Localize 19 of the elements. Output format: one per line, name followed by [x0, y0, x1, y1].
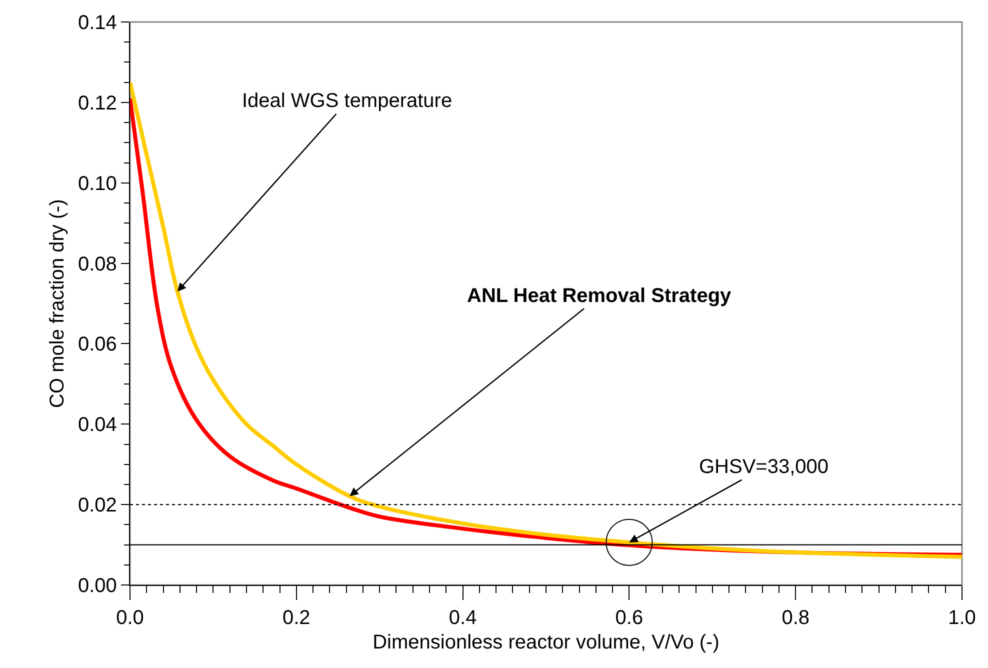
y-tick-label: 0.00 — [78, 575, 117, 597]
y-tick-label: 0.14 — [78, 12, 117, 34]
x-tick-label: 0.0 — [116, 607, 144, 630]
y-tick-label: 0.06 — [78, 334, 117, 356]
annotation: ANL Heat Removal Strategy — [467, 285, 732, 307]
y-tick-label: 0.02 — [78, 494, 117, 517]
x-tick-label: 0.6 — [615, 607, 644, 630]
y-tick-label: 0.10 — [78, 172, 117, 195]
x-tick-label: 1.0 — [948, 607, 976, 630]
x-tick-label: 0.8 — [782, 607, 810, 630]
y-tick-label: 0.08 — [78, 253, 117, 276]
y-tick-label: 0.12 — [78, 92, 117, 114]
annotation: GHSV=33,000 — [699, 456, 829, 478]
y-tick-label: 0.04 — [78, 414, 117, 436]
annotation: Ideal WGS temperature — [242, 90, 452, 112]
x-axis-title: Dimensionless reactor volume, V/Vo (-) — [372, 632, 720, 654]
x-tick-label: 0.4 — [448, 607, 477, 630]
y-axis-title: CO mole fraction dry (-) — [46, 199, 68, 408]
x-tick-label: 0.2 — [282, 607, 310, 630]
